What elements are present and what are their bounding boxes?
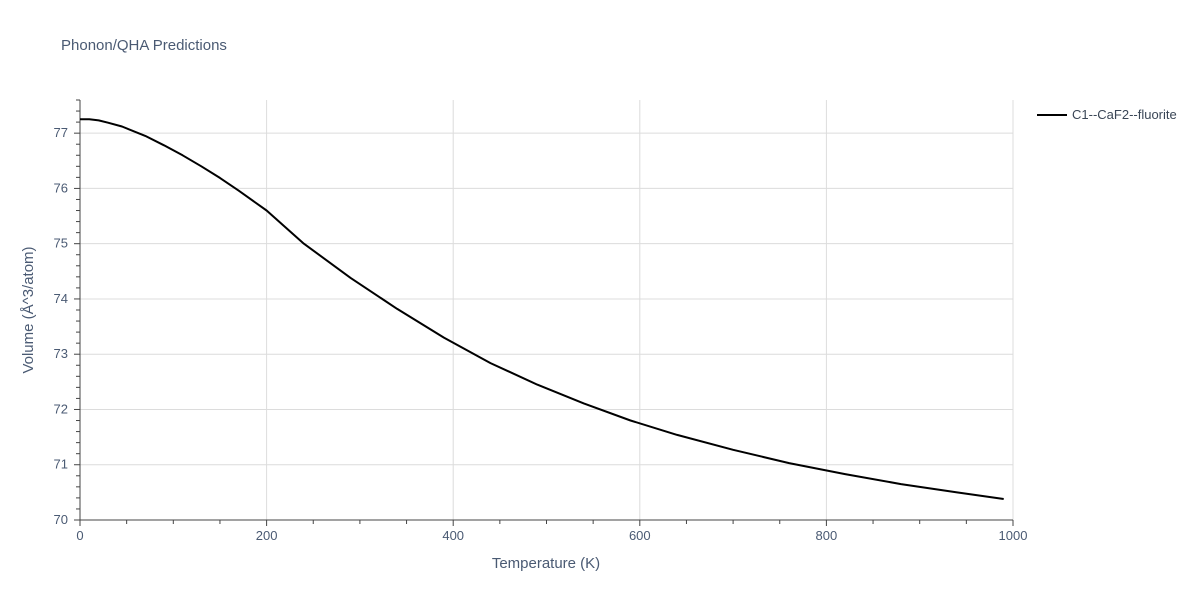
x-tick-label: 800 (816, 528, 838, 543)
legend[interactable]: C1--CaF2--fluorite (1037, 107, 1177, 122)
x-tick-label: 200 (256, 528, 278, 543)
x-tick-label: 600 (629, 528, 651, 543)
x-axis-title: Temperature (K) (492, 555, 600, 572)
x-tick-label: 1000 (999, 528, 1028, 543)
y-tick-label: 76 (54, 180, 68, 195)
grid (80, 100, 1014, 520)
y-tick-label: 74 (54, 291, 68, 306)
y-tick-label: 75 (54, 236, 68, 251)
y-axis-title: Volume (Å^3/atom) (20, 246, 37, 373)
y-tick-label: 72 (54, 401, 68, 416)
y-tick-label: 70 (54, 512, 68, 527)
chart-title: Phonon/QHA Predictions (61, 37, 227, 54)
y-tick-label: 73 (54, 346, 68, 361)
series-layer (80, 118, 1004, 500)
x-tick-label: 0 (76, 528, 83, 543)
legend-label: C1--CaF2--fluorite (1072, 107, 1177, 122)
y-tick-label: 77 (54, 125, 68, 140)
series-line (80, 118, 1004, 500)
x-tick-label: 400 (442, 528, 464, 543)
axes: 0 200 400 600 800 1000 70 71 72 73 74 75 76 77 (54, 99, 1028, 543)
y-tick-label: 71 (54, 457, 68, 472)
